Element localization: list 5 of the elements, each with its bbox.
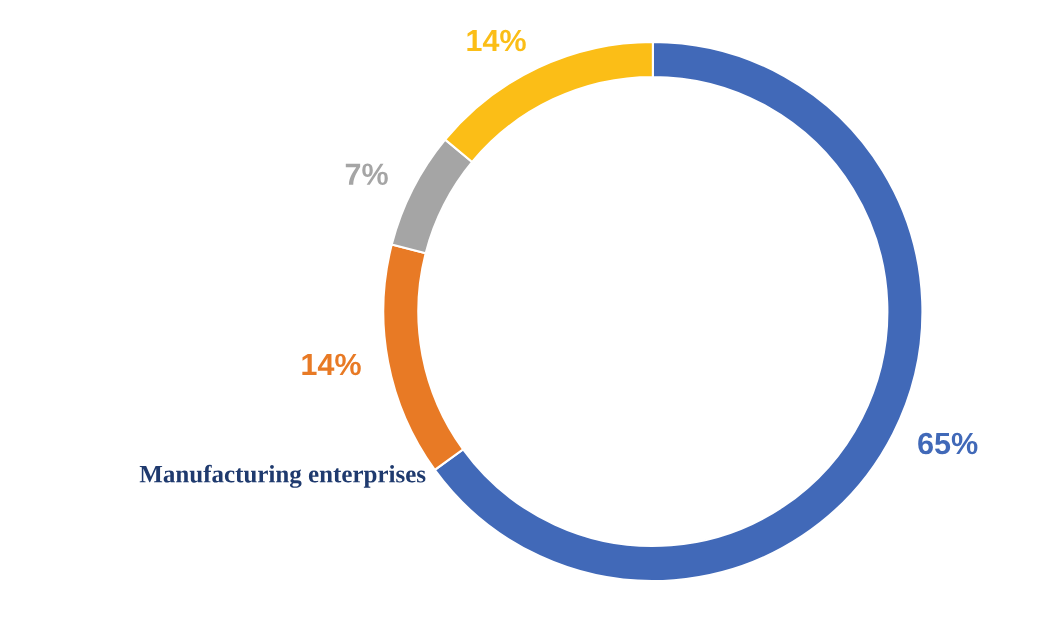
- data-label: 7%: [345, 163, 388, 186]
- slice-label: Manufacturing enterprises: [139, 464, 426, 488]
- data-label: 65%: [918, 432, 978, 455]
- data-label: 14%: [302, 353, 361, 376]
- data-label: 14%: [467, 29, 526, 52]
